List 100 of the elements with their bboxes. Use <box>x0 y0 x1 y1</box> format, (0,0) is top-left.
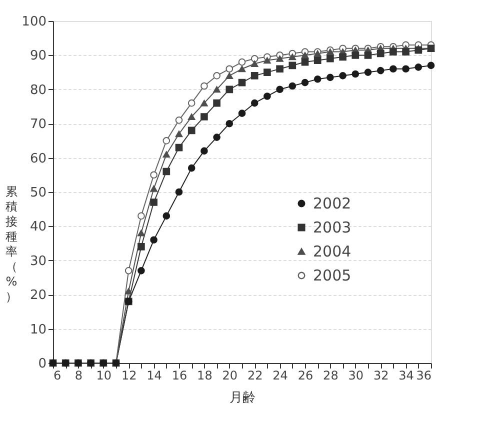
point <box>276 86 284 94</box>
point <box>150 198 158 206</box>
point <box>213 99 220 107</box>
point <box>314 75 322 83</box>
x-tick-label: 12 <box>121 368 137 382</box>
point <box>238 110 246 117</box>
point <box>213 72 220 80</box>
point <box>175 188 183 196</box>
point <box>162 212 170 220</box>
point <box>250 72 258 80</box>
x-axis-title: 月齢 <box>230 390 256 406</box>
point <box>250 54 258 62</box>
point <box>188 99 196 107</box>
point <box>250 99 258 107</box>
point <box>276 65 284 73</box>
point <box>390 48 397 56</box>
point <box>175 116 183 124</box>
x-tick-label: 32 <box>373 368 389 382</box>
legend-label: 2004 <box>313 242 352 260</box>
point <box>402 48 410 56</box>
point <box>162 151 170 158</box>
point <box>162 168 170 176</box>
x-tick-label: 22 <box>247 368 263 382</box>
point <box>301 78 309 86</box>
point <box>264 57 271 64</box>
point <box>288 82 296 90</box>
point <box>264 68 271 76</box>
point <box>226 120 234 128</box>
point <box>288 54 296 60</box>
legend-label: 2005 <box>313 266 352 284</box>
x-tick-label: 34 <box>398 368 414 382</box>
point <box>200 100 208 106</box>
x-tick-label: 14 <box>146 368 162 382</box>
point <box>138 267 145 274</box>
point <box>124 267 132 274</box>
point <box>326 74 334 82</box>
point <box>276 55 284 62</box>
y-tick-label: 40 <box>30 220 46 235</box>
point <box>238 58 246 66</box>
point <box>301 52 309 58</box>
point <box>188 164 196 172</box>
y-tick-label: 10 <box>30 322 46 338</box>
y-tick-label: 100 <box>22 14 46 30</box>
y-tick-label: 70 <box>30 117 46 132</box>
x-tick-label: 30 <box>348 368 364 382</box>
point <box>414 64 422 71</box>
y-tick-label: 30 <box>30 254 46 269</box>
x-tick-label: 26 <box>298 368 314 382</box>
x-tick-label: 24 <box>272 368 288 382</box>
point <box>213 86 220 93</box>
point <box>226 72 234 79</box>
point <box>402 65 410 73</box>
point <box>301 58 309 66</box>
point <box>162 137 170 144</box>
point <box>138 243 145 250</box>
point <box>352 52 360 59</box>
point <box>138 212 145 220</box>
point <box>124 288 132 294</box>
point <box>339 72 346 80</box>
legend-label: 2003 <box>313 218 352 236</box>
point <box>150 171 158 179</box>
point <box>238 78 246 86</box>
point <box>314 56 322 64</box>
x-tick-label: 8 <box>74 368 83 382</box>
point <box>138 230 145 236</box>
y-tick-label: 20 <box>30 288 46 304</box>
point <box>188 126 196 134</box>
y-tick-label: 80 <box>30 82 46 98</box>
point <box>364 68 372 76</box>
x-tick-label: 6 <box>54 368 62 382</box>
y-axis-title: 累積接種率（%） <box>6 184 18 304</box>
point <box>264 92 271 100</box>
point <box>376 66 384 74</box>
point <box>200 113 208 120</box>
x-tick-label: 10 <box>96 368 112 382</box>
x-tick-label: 28 <box>323 368 338 382</box>
y-tick-label: 60 <box>30 151 46 166</box>
point <box>175 144 183 152</box>
point <box>226 86 234 94</box>
point <box>288 62 296 70</box>
point <box>188 114 196 120</box>
point <box>376 50 384 58</box>
point <box>175 130 183 138</box>
point <box>213 134 220 141</box>
x-tick-label: 20 <box>222 368 238 382</box>
x-tick-label: 16 <box>172 368 188 382</box>
x-tick-label: 36 <box>416 368 432 382</box>
y-tick-label: 90 <box>30 48 46 64</box>
point <box>390 65 397 73</box>
x-tick-label: 18 <box>197 368 212 382</box>
point <box>250 60 258 67</box>
point <box>326 48 334 56</box>
point <box>200 147 208 155</box>
point <box>364 52 372 59</box>
point <box>427 62 435 70</box>
point <box>150 185 158 192</box>
point <box>150 236 158 244</box>
y-tick-label: 0 <box>38 356 46 372</box>
point <box>352 70 360 78</box>
point <box>238 66 246 72</box>
